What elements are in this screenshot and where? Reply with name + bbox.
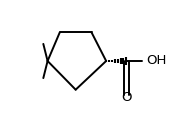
Text: O: O [121, 91, 132, 104]
Text: OH: OH [146, 55, 166, 67]
